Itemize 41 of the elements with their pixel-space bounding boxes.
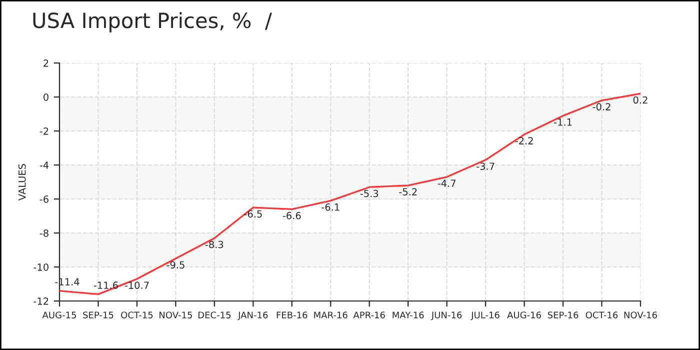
data-label: -1.1 [554,118,572,126]
data-label: -6.5 [244,210,262,218]
x-tick-label: NOV-16 [624,312,657,318]
x-tick-label: MAY-16 [392,312,424,318]
x-tick-label: DEC-15 [198,312,230,318]
data-label: -6.1 [322,203,340,211]
data-label: -10.7 [124,282,149,289]
y-tick-label: 0 [44,93,48,101]
data-label: -9.5 [166,261,184,269]
data-label: -5.2 [399,188,417,196]
data-label: -6.6 [282,212,301,220]
x-tick-label: OCT-15 [121,312,153,318]
x-tick-label: JUN-16 [430,312,462,320]
data-label: -11.6 [94,282,118,289]
x-tick-label: JUL-16 [470,312,500,320]
data-label: -3.7 [476,162,494,170]
data-label: -5.3 [360,190,378,198]
data-label: -2.2 [515,137,533,144]
y-tick-label: -10 [34,263,48,271]
x-tick-label: AUG-16 [507,312,541,318]
data-label: 0.2 [633,96,648,104]
y-tick-label: -2 [40,127,48,135]
data-label: -8.3 [205,240,224,248]
x-tick-label: JAN-16 [238,312,268,320]
x-tick-label: MAR-16 [314,312,348,318]
x-tick-label: NOV-15 [160,312,192,318]
chart-title: USA Import Prices, % / [33,12,272,32]
x-tick-label: SEP-15 [83,312,114,318]
y-tick-label: -6 [40,195,48,203]
x-tick-label: SEP-16 [548,312,578,318]
y-tick-label: -8 [40,229,48,237]
x-tick-label: AUG-15 [42,312,76,318]
data-label: -4.7 [438,180,456,187]
data-label: -0.2 [592,103,610,110]
x-tick-label: OCT-16 [586,312,618,318]
x-tick-label: FEB-16 [276,312,308,318]
y-tick-label: 2 [44,59,48,67]
x-tick-label: APR-16 [353,312,385,318]
y-axis-title: VALUES [18,164,26,200]
y-tick-label: -4 [40,162,49,169]
y-tick-label: -12 [34,297,48,305]
